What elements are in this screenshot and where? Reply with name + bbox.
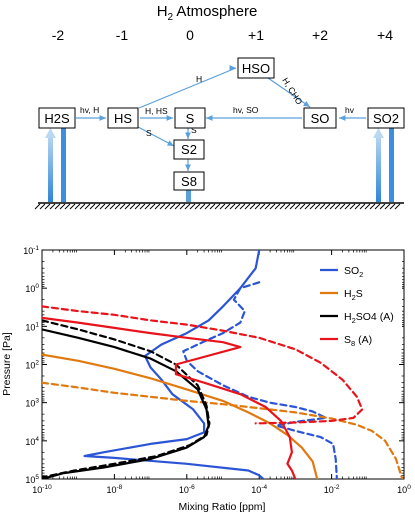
label-hs-s: H, HS: [145, 106, 168, 116]
legend-label: SO2: [344, 265, 363, 279]
node-hs: HS: [107, 107, 139, 129]
series-line-so2-dashed: [182, 281, 338, 479]
y-axis-label: Pressure [Pa]: [1, 332, 13, 396]
y-tick-label: 100: [25, 283, 39, 294]
oxidation-state: -1: [116, 27, 129, 43]
label-so2-so: hv: [345, 105, 355, 115]
flux-arrow-s8-out: [186, 188, 191, 202]
label-hso-so: H, CHO: [280, 76, 304, 107]
oxidation-state: +1: [248, 27, 264, 43]
svg-text:H2S: H2S: [44, 111, 70, 126]
x-axis-label: Mixing Ratio [ppm]: [179, 501, 266, 513]
series-lines: [42, 250, 404, 479]
legend-entry-h2s: H2S: [320, 288, 363, 302]
svg-text:HS: HS: [114, 111, 132, 126]
oxidation-state: 0: [186, 27, 194, 43]
flux-arrow-so2-in: [376, 134, 381, 202]
flux-arrow-so2-out: [389, 128, 394, 202]
y-tick-label: 103: [25, 398, 39, 409]
x-tick-label: 100: [397, 484, 411, 495]
node-hso: HSO: [237, 57, 275, 79]
y-tick-label: 104: [25, 436, 39, 447]
series-line-h2so4-a-dashed: [42, 319, 211, 479]
arrow-hs-s2: [137, 126, 175, 147]
svg-text:HSO: HSO: [242, 61, 270, 76]
x-tick-label: 10-2: [324, 484, 340, 495]
x-tick-label: 10-4: [251, 484, 267, 495]
series-line-h2s-dashed: [42, 381, 404, 479]
label-so-s: hv, SO: [233, 105, 259, 115]
series-line-s8-a-solid: [42, 316, 297, 479]
svg-text:S: S: [186, 111, 195, 126]
y-tick-label: 105: [25, 474, 39, 485]
x-tick-label: 10-10: [32, 484, 52, 495]
svg-text:S8: S8: [181, 174, 197, 189]
label-hs-s2: S: [146, 128, 152, 138]
ground-surface: [34, 202, 404, 210]
node-h2s: H2S: [38, 107, 76, 129]
svg-text:SO2: SO2: [373, 111, 399, 126]
flux-arrow-h2s-in: [48, 134, 53, 202]
legend-entry-s8: S8 (A): [320, 334, 372, 348]
legend-label: H2S: [344, 288, 363, 302]
label-hs-hso: H: [196, 74, 202, 84]
legend-box: [316, 256, 402, 348]
node-so: SO: [303, 107, 337, 129]
oxidation-state: -2: [52, 27, 65, 43]
series-line-s8-a-dashed: [42, 305, 364, 425]
oxidation-state-row: -2 -1 0 +1 +2 +4: [52, 27, 393, 43]
y-tick-label: 101: [25, 321, 39, 332]
legend-entry-h2so4: H2SO4 (A): [320, 311, 394, 325]
x-tick-label: 10-6: [179, 484, 195, 495]
legend-label: S8 (A): [344, 334, 372, 348]
label-s-s2: S: [191, 125, 197, 135]
reaction-scheme: H2 Atmosphere -2 -1 0 +1 +2 +4 hv, H H H…: [34, 3, 405, 210]
svg-text:SO: SO: [311, 111, 330, 126]
x-tick-label: 10-8: [107, 484, 123, 495]
flux-arrow-h2s-in-head: [45, 128, 56, 138]
y-tick-label: 102: [25, 360, 39, 371]
legend-label: H2SO4 (A): [344, 311, 394, 325]
surface-flux-arrows: [45, 128, 394, 202]
arrow-hs-hso: [138, 67, 237, 109]
oxidation-state: +2: [312, 27, 328, 43]
reaction-arrows: [76, 67, 366, 171]
mixing-ratio-chart: 10-10 10-8 10-6 10-4 10-2 100 10-1 100 101 102 103…: [1, 245, 411, 513]
species-nodes: H2S HS S HSO SO SO2 S2 S8: [38, 57, 405, 191]
y-tick-label: 10-1: [23, 245, 39, 256]
flux-arrow-so2-in-head: [373, 128, 384, 138]
legend-entry-so2: SO2: [320, 265, 363, 279]
node-s2: S2: [173, 139, 205, 160]
flux-arrow-h2s-out: [61, 128, 66, 202]
label-h2s-hs: hv, H: [80, 105, 99, 115]
legend: SO2 H2S H2SO4 (A) S8 (A): [316, 256, 402, 348]
svg-text:S2: S2: [181, 142, 197, 157]
node-so2: SO2: [367, 107, 405, 129]
node-s: S: [174, 107, 206, 129]
arrow-hso-so: [267, 77, 311, 108]
node-s8: S8: [173, 171, 205, 191]
oxidation-state: +4: [377, 27, 393, 43]
diagram-title: H2 Atmosphere: [157, 3, 258, 23]
